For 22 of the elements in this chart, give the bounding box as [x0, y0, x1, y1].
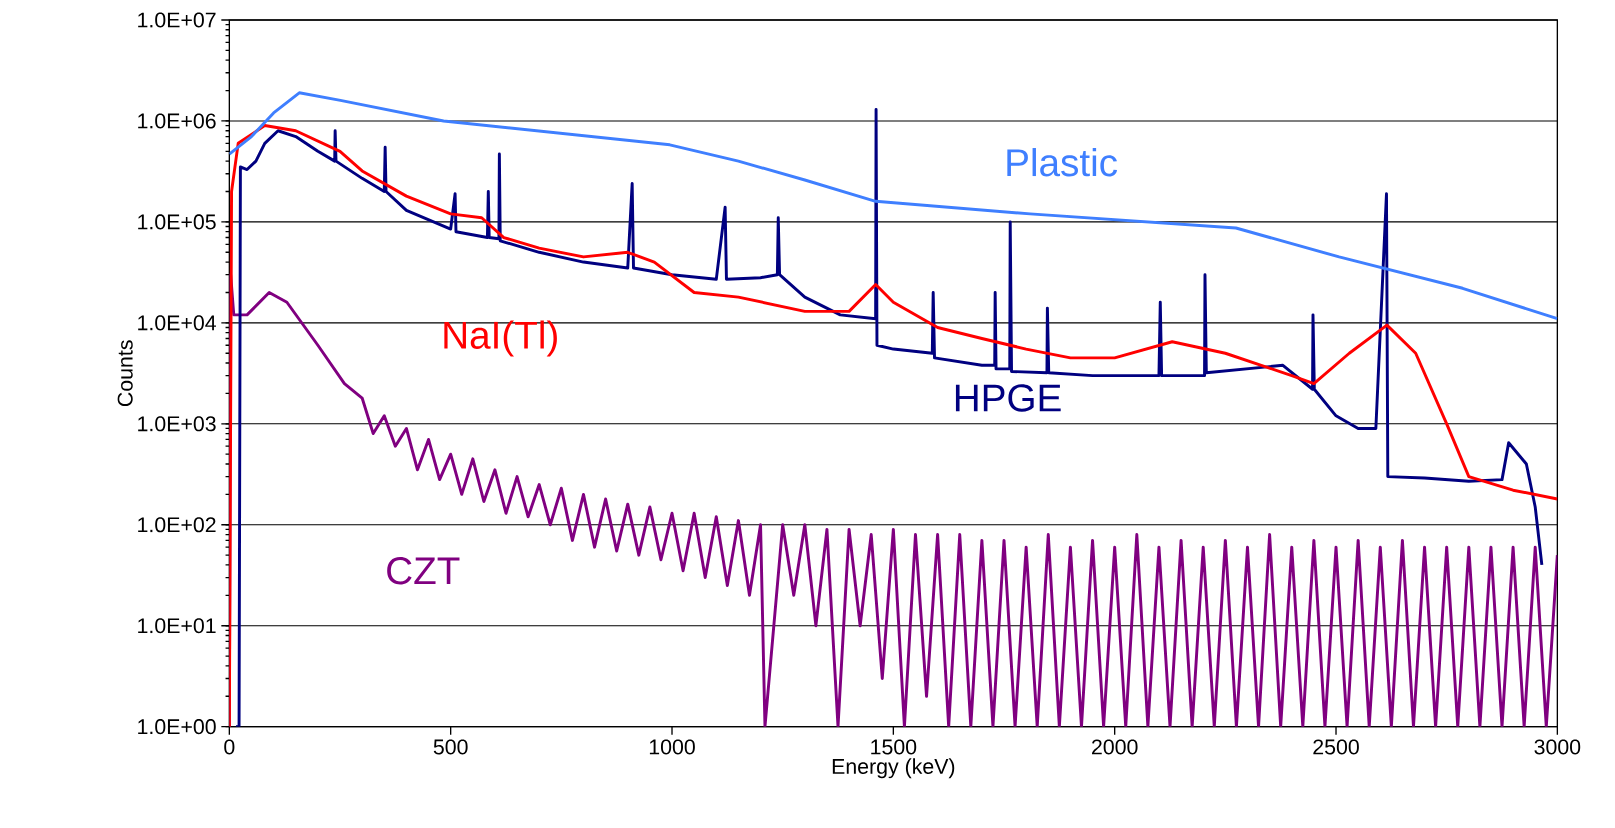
y-tick-label: 1.0E+02	[138, 517, 216, 533]
x-tick-label: 1500	[871, 739, 917, 755]
series-label: HPGE	[955, 384, 1061, 412]
line-series	[229, 91, 1558, 321]
x-tick-label: 500	[433, 739, 468, 755]
x-tick-label: 1000	[649, 739, 695, 755]
series-label: NaI(Tl)	[444, 320, 557, 357]
y-tick-label: 1.0E+01	[138, 618, 216, 634]
x-tick-label: 0	[224, 739, 235, 755]
series-label: Plastic	[1007, 148, 1118, 177]
x-axis-title: Energy (keV)	[832, 758, 955, 779]
x-tick-label: 2500	[1313, 739, 1359, 755]
series-label: CZT	[387, 557, 460, 585]
y-tick-label: 1.0E+07	[138, 12, 216, 28]
x-tick-label: 2000	[1092, 739, 1138, 755]
x-tick-label: 3000	[1534, 739, 1581, 755]
y-tick-label: 1.0E+00	[138, 719, 216, 735]
y-tick-label: 1.0E+05	[138, 214, 216, 230]
y-tick-label: 1.0E+03	[138, 416, 216, 432]
y-tick-label: 1.0E+04	[138, 315, 216, 331]
y-tick-label: 1.0E+06	[138, 113, 216, 129]
y-axis-title: Counts	[117, 340, 133, 407]
